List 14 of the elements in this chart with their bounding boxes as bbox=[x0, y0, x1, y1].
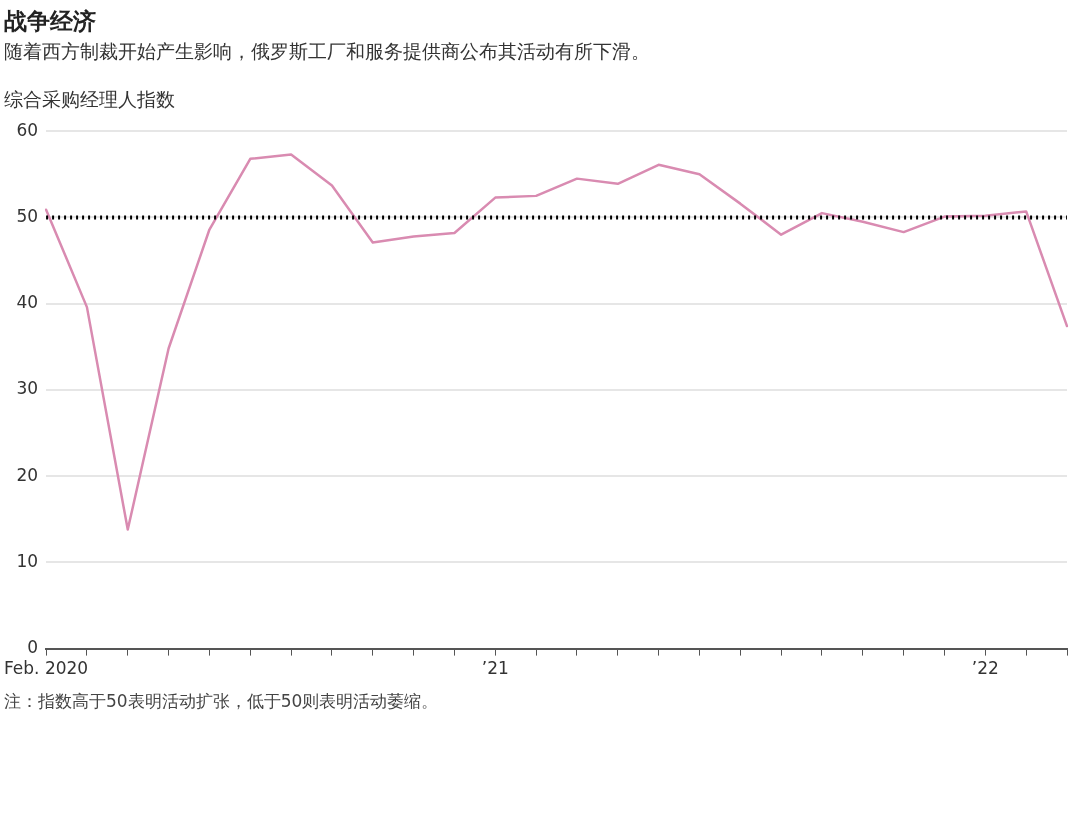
y-tick-label: 0 bbox=[27, 637, 39, 658]
y-tick-label: 30 bbox=[16, 378, 39, 399]
y-tick-label: 40 bbox=[16, 292, 39, 313]
y-axis-title: 综合采购经理人指数 bbox=[4, 87, 176, 112]
y-tick-label: 20 bbox=[16, 464, 39, 485]
y-tick-label: 10 bbox=[16, 550, 39, 571]
chart-subtitle: 随着西方制裁开始产生影响，俄罗斯工厂和服务提供商公布其活动有所下滑。 bbox=[4, 39, 651, 64]
x-tick-label: ’21 bbox=[481, 658, 509, 679]
chart-title: 战争经济 bbox=[4, 7, 97, 36]
x-tick-label: Feb. 2020 bbox=[4, 658, 89, 679]
y-tick-label: 60 bbox=[16, 119, 39, 140]
y-tick-label: 50 bbox=[16, 205, 39, 226]
text: 注：指数高于50表明活动扩张，低于50则表明活动萎缩。 bbox=[4, 690, 440, 713]
x-tick-label: ’22 bbox=[971, 658, 999, 679]
